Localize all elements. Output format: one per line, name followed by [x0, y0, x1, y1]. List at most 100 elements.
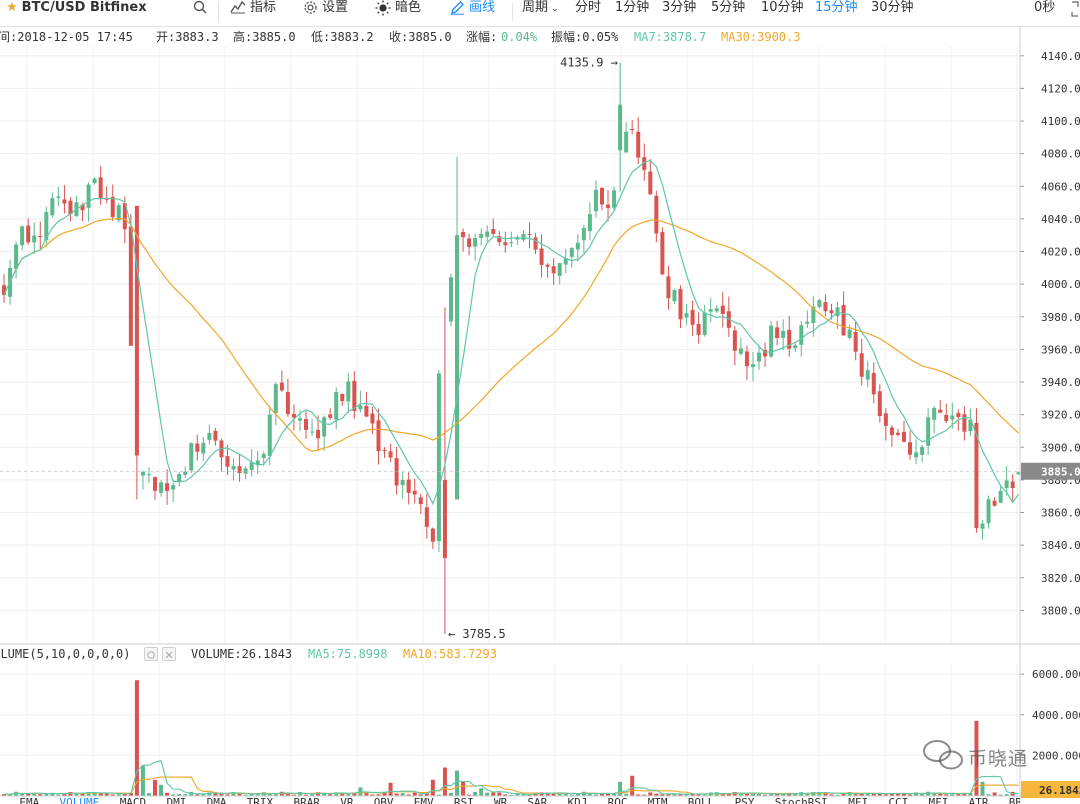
high-value: 高:3885.0: [233, 30, 296, 44]
volume-bar: [696, 794, 701, 796]
indicator-tab-10[interactable]: EMV: [413, 797, 434, 804]
candle-body: [1004, 480, 1009, 489]
draw-button[interactable]: 画线: [450, 0, 495, 26]
volume-bar: [744, 793, 749, 796]
candle-body: [545, 264, 550, 267]
indicator-tab-15[interactable]: ROC: [607, 797, 628, 804]
volume-bar: [455, 770, 460, 796]
indicator-tab-16[interactable]: MTM: [647, 797, 668, 804]
volume-bar: [865, 793, 870, 796]
indicator-tab-14[interactable]: KDJ: [567, 797, 588, 804]
candle-body: [249, 462, 254, 471]
volume-bar: [153, 779, 158, 796]
indicator-settings-button[interactable]: [144, 647, 158, 661]
candle-body: [165, 483, 170, 491]
indicator-tab-12[interactable]: WR: [494, 797, 508, 804]
indicator-tab-8[interactable]: VR: [340, 797, 354, 804]
dark-mode-label: 暗色: [395, 0, 422, 15]
candle-body: [485, 231, 490, 237]
volume-bar: [231, 792, 236, 796]
period-option-1[interactable]: 1分钟: [615, 0, 650, 15]
volume-bar: [787, 792, 792, 796]
candle-body: [261, 453, 266, 459]
volume-bar: [122, 793, 127, 796]
indicator-tab-3[interactable]: MACD: [119, 797, 147, 804]
volume-bar: [104, 792, 109, 796]
candle-body: [811, 306, 816, 324]
volume-bar: [400, 793, 405, 796]
close-value: 收:3885.0: [389, 30, 452, 44]
period-option-0[interactable]: 分时: [575, 0, 602, 15]
indicator-tab-5[interactable]: DMA: [206, 797, 227, 804]
indicator-tab-11[interactable]: RSI: [453, 797, 474, 804]
indicator-tab-13[interactable]: SAR: [527, 797, 548, 804]
candle-body: [1010, 481, 1015, 488]
volume-bar: [660, 794, 665, 796]
period-option-4[interactable]: 10分钟: [761, 0, 804, 15]
volume-bar: [515, 793, 520, 796]
period-dropdown[interactable]: 周期 ⌄: [522, 0, 559, 26]
volume-bar: [346, 794, 351, 796]
period-option-3[interactable]: 5分钟: [711, 0, 746, 15]
period-option-6[interactable]: 30分钟: [871, 0, 914, 15]
gear-icon: [304, 1, 317, 14]
indicator-tab-19[interactable]: StochRSI: [774, 797, 828, 804]
candle-body: [418, 497, 423, 505]
dark-mode-button[interactable]: 暗色: [375, 0, 421, 26]
candle-body: [424, 507, 429, 527]
volume-bar: [213, 792, 218, 796]
star-icon[interactable]: ★: [6, 0, 18, 15]
indicator-tab-21[interactable]: CCI: [888, 797, 909, 804]
volume-bar: [376, 794, 381, 796]
period-option-2[interactable]: 3分钟: [662, 0, 697, 15]
candle-body: [968, 419, 973, 432]
indicator-tab-9[interactable]: OBV: [373, 797, 394, 804]
ma30-line: [3, 217, 1020, 452]
indicators-button[interactable]: 指标: [230, 0, 276, 26]
indicator-tab-4[interactable]: DMI: [166, 797, 187, 804]
indicator-tab-20[interactable]: MFI: [848, 797, 869, 804]
volume-bar: [328, 794, 333, 796]
indicator-tab-7[interactable]: BRAR: [293, 797, 321, 804]
indicator-tab-22[interactable]: MFI: [928, 797, 949, 804]
settings-button[interactable]: 设置: [303, 0, 348, 26]
price-axis-label: 3980.0: [1041, 311, 1080, 324]
volume-bar: [750, 793, 755, 796]
candle-body: [310, 431, 315, 433]
candle-body: [732, 330, 737, 351]
countdown-timer: 0秒: [1034, 0, 1055, 26]
volume-bar: [908, 794, 913, 796]
high-marker-label: 4135.9 →: [560, 55, 618, 69]
candle-body: [708, 309, 713, 312]
indicator-close-button[interactable]: [162, 647, 176, 661]
candle-body: [346, 381, 351, 402]
indicator-tab-17[interactable]: BOLL: [687, 797, 715, 804]
candle-body: [503, 242, 508, 246]
ma-lines: [3, 159, 1020, 506]
price-axis-label: 4020.0: [1041, 246, 1080, 259]
indicator-tab-1[interactable]: EMA: [19, 797, 40, 804]
volume-bar: [980, 781, 985, 796]
candle-body: [817, 300, 822, 308]
search-button[interactable]: [193, 0, 211, 26]
volume-bar: [1010, 791, 1015, 796]
indicator-tab-6[interactable]: TRIX: [246, 797, 274, 804]
candle-body: [171, 485, 176, 490]
volume-bar: [962, 793, 967, 796]
candle-body: [823, 302, 828, 312]
indicator-tab-2[interactable]: VOLUME: [59, 797, 100, 804]
symbol-selector[interactable]: ★ BTC/USD Bitfinex: [6, 0, 147, 26]
indicator-tab-18[interactable]: PSY: [734, 797, 755, 804]
price-axis-label: 3880.0: [1041, 474, 1080, 487]
period-option-5[interactable]: 15分钟: [815, 0, 858, 15]
indicator-tab-24[interactable]: BBW: [1008, 797, 1020, 804]
candle-body: [442, 479, 447, 559]
indicator-tab-23[interactable]: ATR: [968, 797, 989, 804]
volume-bar: [44, 793, 49, 796]
volume-bar: [430, 779, 435, 796]
volume-bar: [672, 794, 677, 796]
volume-bar: [720, 794, 725, 796]
volume-bar: [424, 792, 429, 796]
fullscreen-button[interactable]: [1070, 0, 1080, 26]
